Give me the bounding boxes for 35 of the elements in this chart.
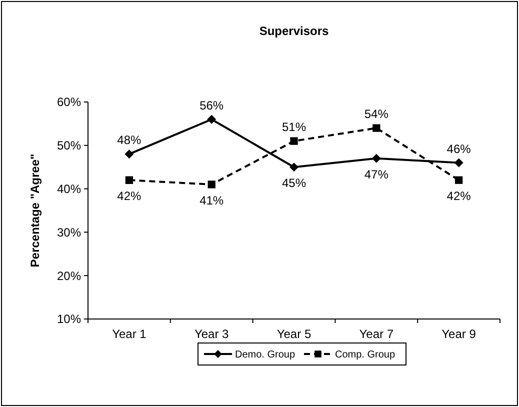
point (372, 124, 380, 132)
x-tick-label: Year 5 (276, 327, 312, 341)
data-label: 47% (364, 167, 389, 182)
data-label: 41% (200, 193, 224, 208)
y-tick-label: 60% (56, 95, 82, 110)
data-label: 42% (446, 189, 472, 204)
point (208, 180, 216, 188)
data-label: 46% (446, 142, 472, 156)
data-label: 45% (282, 176, 306, 190)
y-tick-label: 10% (56, 312, 82, 326)
x-tick-label: Year 7 (359, 327, 394, 341)
data-label: 48% (117, 133, 142, 148)
point (454, 176, 463, 184)
data-label: 42% (117, 189, 142, 204)
x-tick-label: Year 9 (442, 327, 476, 341)
point (290, 162, 298, 172)
y-tick-label: 20% (56, 268, 82, 283)
data-label: 54% (364, 107, 389, 122)
y-tick-label: 30% (56, 225, 82, 240)
x-tick-label: Year 1 (112, 327, 147, 341)
x-tick-label: Year 3 (194, 327, 230, 341)
data-label: 56% (200, 98, 224, 112)
data-label: 51% (282, 120, 306, 134)
legend-label: Demo. Group (235, 350, 296, 360)
point (372, 154, 381, 163)
point (454, 158, 464, 168)
chart-title: Supervisors (259, 24, 329, 38)
point (125, 176, 134, 184)
y-axis-title: Percentage "Agree" (28, 154, 42, 268)
point (207, 114, 216, 124)
legend-label: Comp. Group (335, 350, 396, 360)
point (124, 150, 134, 159)
y-tick-label: 50% (56, 138, 82, 153)
point (290, 137, 298, 145)
y-tick-label: 40% (56, 182, 82, 196)
